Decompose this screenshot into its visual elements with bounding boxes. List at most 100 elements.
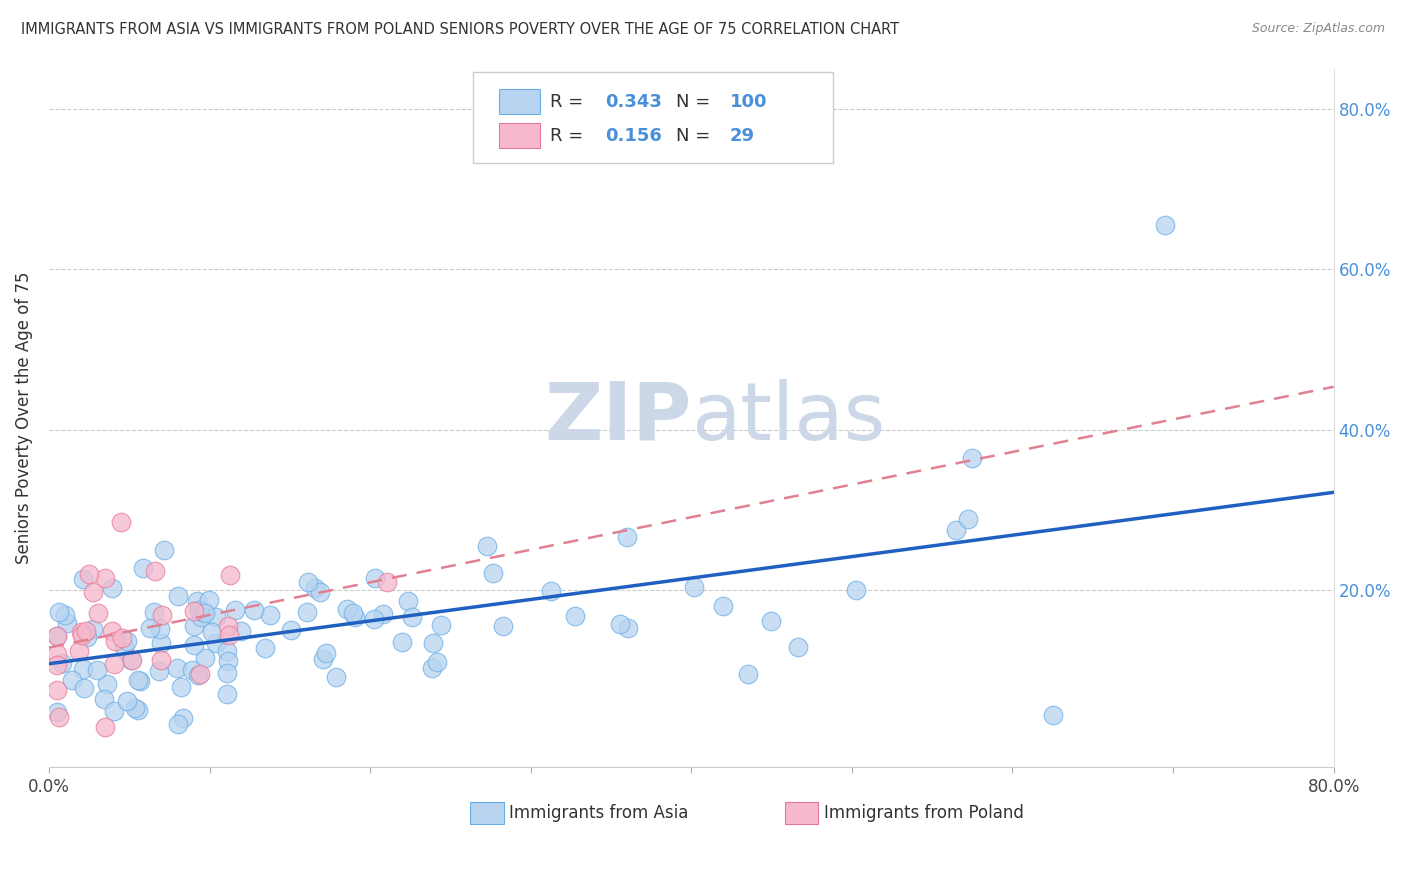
Point (56, 615, 79, 630)
Point (170, 680, 193, 694)
Point (167, 590, 190, 604)
Point (70, 628, 93, 642)
Point (219, 568, 242, 582)
Point (46, 647, 69, 661)
Point (430, 617, 453, 632)
Point (215, 665, 238, 680)
FancyBboxPatch shape (472, 72, 832, 163)
Point (224, 603, 246, 617)
Point (308, 585, 330, 599)
Text: 0.343: 0.343 (605, 93, 662, 111)
Point (217, 644, 239, 658)
Point (198, 592, 221, 607)
Point (120, 653, 142, 667)
Point (297, 575, 319, 590)
Point (492, 619, 515, 633)
Text: 100: 100 (730, 93, 768, 111)
FancyBboxPatch shape (499, 123, 540, 148)
Point (617, 621, 640, 635)
Point (72, 572, 94, 586)
Point (957, 512, 980, 526)
Point (1042, 708, 1064, 723)
Point (72, 662, 94, 676)
Point (75, 624, 97, 638)
Point (101, 624, 124, 638)
Point (73, 681, 96, 696)
Y-axis label: Seniors Poverty Over the Age of 75: Seniors Poverty Over the Age of 75 (15, 271, 32, 564)
Point (426, 655, 449, 669)
Point (363, 612, 385, 626)
Point (127, 703, 149, 717)
Point (94, 720, 117, 734)
Point (148, 664, 170, 678)
Point (48, 710, 70, 724)
Point (87, 606, 110, 620)
Point (304, 582, 326, 596)
Point (101, 582, 124, 596)
Point (86, 664, 108, 678)
Point (711, 599, 734, 614)
Point (217, 654, 239, 668)
Point (315, 646, 337, 660)
Point (172, 711, 194, 725)
Text: IMMIGRANTS FROM ASIA VS IMMIGRANTS FROM POLAND SENIORS POVERTY OVER THE AGE OF 7: IMMIGRANTS FROM ASIA VS IMMIGRANTS FROM … (21, 22, 900, 37)
Point (737, 666, 759, 681)
Point (153, 542, 176, 557)
Text: 29: 29 (730, 127, 755, 145)
Point (191, 605, 214, 619)
Point (149, 622, 172, 636)
Point (77, 567, 100, 582)
Point (481, 566, 503, 581)
Point (183, 604, 205, 618)
Text: N =: N = (676, 127, 716, 145)
Text: N =: N = (676, 93, 716, 111)
Text: Immigrants from Asia: Immigrants from Asia (509, 805, 689, 822)
Point (540, 583, 562, 598)
Point (1154, 218, 1177, 232)
Point (336, 602, 359, 616)
Point (420, 660, 443, 674)
Point (373, 607, 395, 622)
Point (325, 670, 347, 684)
Point (103, 704, 125, 718)
Point (188, 667, 211, 681)
Point (295, 606, 318, 620)
Point (229, 624, 252, 639)
Point (205, 610, 228, 624)
FancyBboxPatch shape (471, 802, 503, 824)
Point (396, 594, 419, 608)
Point (70, 625, 93, 640)
Point (761, 614, 783, 628)
Point (564, 609, 586, 624)
Point (82, 623, 104, 637)
Point (342, 606, 364, 620)
Point (167, 716, 190, 731)
Point (205, 636, 228, 650)
Text: Source: ZipAtlas.com: Source: ZipAtlas.com (1251, 22, 1385, 36)
Point (193, 606, 215, 620)
Point (181, 664, 204, 678)
Point (103, 657, 125, 671)
Point (477, 540, 499, 554)
Point (93, 692, 115, 706)
Point (194, 651, 217, 665)
Point (111, 631, 134, 645)
Point (422, 636, 444, 650)
Point (187, 668, 209, 682)
Point (60, 673, 83, 688)
Point (115, 694, 138, 708)
Point (142, 605, 165, 619)
Point (112, 640, 135, 655)
Point (344, 610, 367, 624)
Point (51, 656, 73, 670)
Text: 0.156: 0.156 (605, 127, 662, 145)
Point (82, 585, 104, 599)
Text: R =: R = (550, 93, 589, 111)
Point (616, 530, 638, 544)
Point (166, 661, 188, 675)
Point (254, 640, 277, 655)
Point (67, 644, 90, 658)
Point (845, 583, 868, 598)
Point (609, 616, 631, 631)
Point (132, 561, 155, 575)
